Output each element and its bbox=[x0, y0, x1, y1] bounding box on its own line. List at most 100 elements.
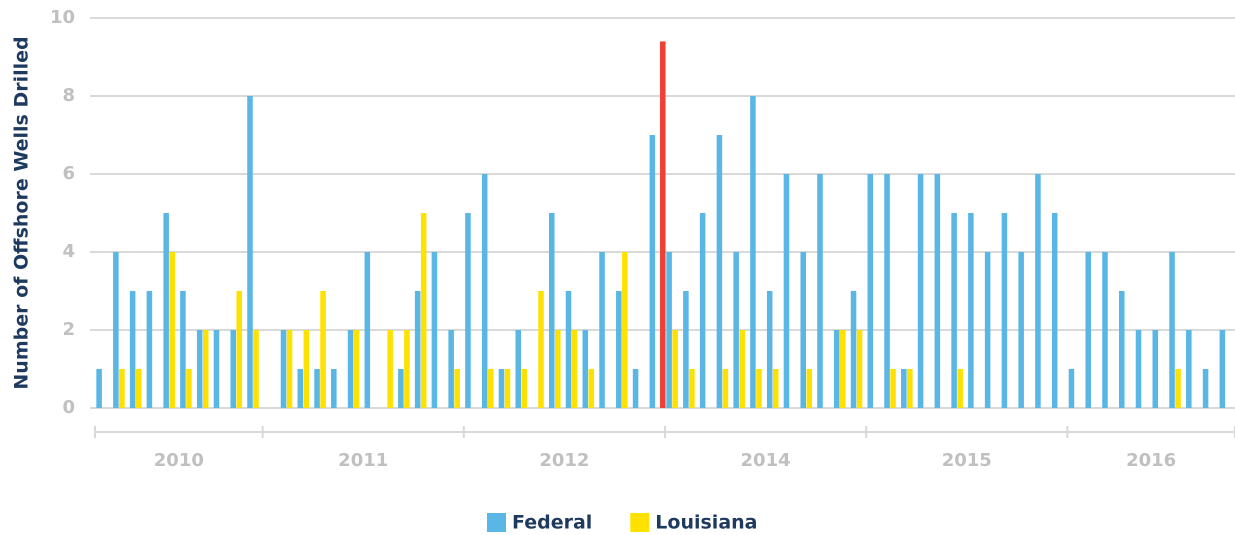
bar bbox=[968, 213, 974, 408]
bar bbox=[683, 291, 689, 408]
bar bbox=[504, 369, 511, 408]
bar bbox=[739, 330, 745, 408]
bar bbox=[129, 291, 136, 408]
bar bbox=[236, 291, 243, 408]
bar bbox=[364, 252, 371, 408]
bar bbox=[119, 369, 125, 408]
y-axis-title: Number of Offshore Wells Drilled bbox=[11, 36, 33, 389]
bar bbox=[716, 135, 723, 408]
bar bbox=[347, 330, 354, 408]
bar bbox=[616, 291, 622, 408]
bar bbox=[833, 330, 840, 408]
bar bbox=[622, 252, 628, 408]
y-tick-label: 4 bbox=[62, 241, 75, 262]
bar bbox=[1135, 330, 1142, 408]
bar bbox=[498, 369, 505, 408]
x-group-label: 2015 bbox=[942, 450, 992, 471]
bar bbox=[733, 252, 739, 408]
bar bbox=[867, 174, 874, 408]
bar bbox=[840, 330, 846, 408]
bar bbox=[297, 369, 304, 408]
bar bbox=[1051, 213, 1058, 408]
bar bbox=[538, 291, 544, 408]
bar bbox=[884, 174, 890, 408]
bar bbox=[320, 291, 326, 408]
x-group-label: 2010 bbox=[154, 450, 204, 471]
bar bbox=[487, 369, 494, 408]
bar bbox=[772, 369, 779, 408]
bar bbox=[901, 369, 907, 408]
bar bbox=[1068, 369, 1075, 408]
bar bbox=[481, 174, 488, 408]
bar bbox=[314, 369, 320, 408]
bar bbox=[169, 252, 175, 408]
legend-label: Louisiana bbox=[655, 512, 757, 534]
bar bbox=[414, 291, 421, 408]
bar bbox=[689, 369, 695, 408]
bar bbox=[1219, 330, 1226, 408]
bar bbox=[917, 174, 924, 408]
bar bbox=[582, 330, 589, 408]
bar bbox=[186, 369, 192, 408]
bar bbox=[571, 330, 578, 408]
bar bbox=[163, 213, 169, 408]
y-tick-label: 8 bbox=[62, 85, 75, 106]
bar bbox=[515, 330, 521, 408]
bar bbox=[722, 369, 729, 408]
bar bbox=[951, 213, 957, 408]
bar bbox=[521, 369, 528, 408]
bar bbox=[1186, 330, 1192, 408]
bar bbox=[113, 252, 119, 408]
bar bbox=[213, 330, 220, 408]
bar bbox=[96, 369, 102, 408]
bar bbox=[420, 213, 427, 408]
bar bbox=[907, 369, 913, 408]
bar bbox=[599, 252, 605, 408]
bar bbox=[783, 174, 790, 408]
bar bbox=[280, 330, 287, 408]
bar bbox=[800, 252, 806, 408]
bar bbox=[454, 369, 460, 408]
bar bbox=[1152, 330, 1159, 408]
bar bbox=[890, 369, 896, 408]
bar bbox=[247, 96, 253, 408]
bar bbox=[465, 213, 471, 408]
bar bbox=[180, 291, 186, 408]
bar bbox=[934, 174, 941, 408]
bar bbox=[565, 291, 572, 408]
highlight-bar bbox=[660, 41, 666, 409]
bar bbox=[856, 330, 863, 408]
bar bbox=[699, 213, 706, 408]
bar bbox=[1169, 252, 1175, 408]
bar bbox=[766, 291, 773, 408]
bar bbox=[957, 369, 963, 408]
bar bbox=[398, 369, 404, 408]
legend-swatch bbox=[487, 513, 506, 532]
y-tick-label: 2 bbox=[62, 319, 75, 340]
x-group-label: 2014 bbox=[741, 450, 791, 471]
bar bbox=[404, 330, 410, 408]
bar bbox=[331, 369, 337, 408]
bar bbox=[756, 369, 762, 408]
bar bbox=[286, 330, 293, 408]
bar bbox=[649, 135, 656, 408]
bar bbox=[1202, 369, 1209, 408]
bar bbox=[750, 96, 756, 408]
bar bbox=[253, 330, 259, 408]
bar bbox=[353, 330, 360, 408]
legend-label: Federal bbox=[512, 512, 592, 534]
bar bbox=[146, 291, 153, 408]
bar bbox=[202, 330, 209, 408]
bar bbox=[1102, 252, 1108, 408]
bar bbox=[850, 291, 857, 408]
x-group-label: 2016 bbox=[1126, 450, 1176, 471]
bar bbox=[387, 330, 393, 408]
bar bbox=[135, 369, 142, 408]
bar bbox=[548, 213, 555, 408]
bar bbox=[448, 330, 454, 408]
bar bbox=[431, 252, 438, 408]
bar bbox=[1085, 252, 1091, 408]
bar bbox=[806, 369, 813, 408]
bar bbox=[1001, 213, 1008, 408]
